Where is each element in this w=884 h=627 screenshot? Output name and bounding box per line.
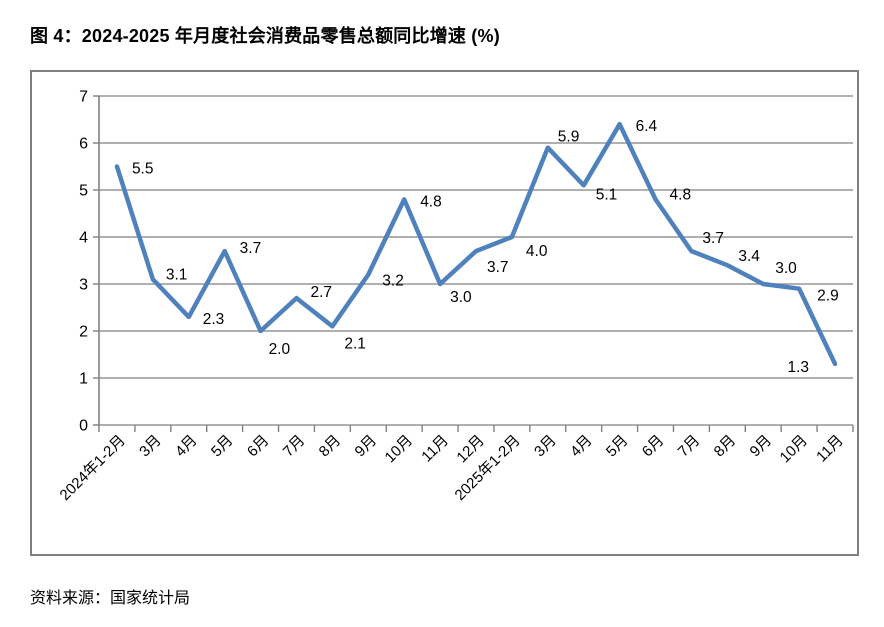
data-label: 2.7 xyxy=(310,284,332,301)
chart-frame: 0 1 2 3 4 5 6 7 2024年1-2月 3月 4月 5月 6月 7月 8月 9月 10月 11月 12月… xyxy=(30,70,859,556)
y-axis-label: 5 xyxy=(79,183,88,200)
x-axis-label: 2025年1-2月 xyxy=(452,432,524,504)
data-label: 4.8 xyxy=(670,186,692,203)
x-axis-label: 4月 xyxy=(172,432,201,461)
data-label: 6.4 xyxy=(636,118,658,135)
x-axis-label: 10月 xyxy=(382,432,416,466)
x-axis-label: 4月 xyxy=(567,432,596,461)
y-axis-label: 3 xyxy=(79,277,88,294)
x-axis-label: 3月 xyxy=(531,432,560,461)
y-axis-label: 1 xyxy=(79,371,88,388)
data-label: 3.2 xyxy=(382,273,404,290)
x-axis-label: 9月 xyxy=(747,432,776,461)
x-axis-label: 6月 xyxy=(639,432,668,461)
data-label: 2.3 xyxy=(203,311,225,328)
y-axis-label: 6 xyxy=(79,136,88,153)
data-label: 3.7 xyxy=(487,259,509,276)
x-axis-label: 8月 xyxy=(316,432,345,461)
data-label: 2.0 xyxy=(269,341,291,358)
x-axis-label: 11月 xyxy=(813,432,847,466)
data-label: 5.1 xyxy=(596,186,618,203)
x-axis-label: 5月 xyxy=(603,432,632,461)
data-label: 4.8 xyxy=(420,193,442,210)
x-axis-label: 6月 xyxy=(244,432,273,461)
data-label: 3.7 xyxy=(702,230,724,247)
data-label: 2.9 xyxy=(817,288,839,305)
x-axis-label: 9月 xyxy=(352,432,381,461)
y-axis-label: 0 xyxy=(79,418,88,435)
x-axis-label: 2024年1-2月 xyxy=(57,432,129,504)
x-axis-label: 5月 xyxy=(208,432,237,461)
y-axis-label: 7 xyxy=(79,89,88,106)
data-label: 2.1 xyxy=(344,335,366,352)
data-label: 3.1 xyxy=(166,266,188,283)
data-label: 5.5 xyxy=(132,161,154,178)
data-label: 3.0 xyxy=(450,289,472,306)
x-axis-label: 3月 xyxy=(136,432,165,461)
x-axis-label: 11月 xyxy=(418,432,452,466)
source-note: 资料来源：国家统计局 xyxy=(30,590,191,607)
data-label: 3.0 xyxy=(775,260,797,277)
chart-title: 图 4：2024-2025 年月度社会消费品零售总额同比增速 (%) xyxy=(30,26,500,46)
x-axis-label: 7月 xyxy=(280,432,309,461)
data-label: 1.3 xyxy=(787,359,809,376)
x-axis-label: 7月 xyxy=(675,432,704,461)
y-axis-label: 4 xyxy=(79,230,88,247)
data-label: 3.7 xyxy=(240,240,262,257)
series-line xyxy=(114,121,838,367)
data-label: 3.4 xyxy=(738,248,760,265)
y-axis-label: 2 xyxy=(79,324,88,341)
x-axis-label: 8月 xyxy=(711,432,740,461)
data-label: 4.0 xyxy=(526,243,548,260)
data-label: 5.9 xyxy=(558,129,580,146)
x-axis-label: 10月 xyxy=(777,432,811,466)
